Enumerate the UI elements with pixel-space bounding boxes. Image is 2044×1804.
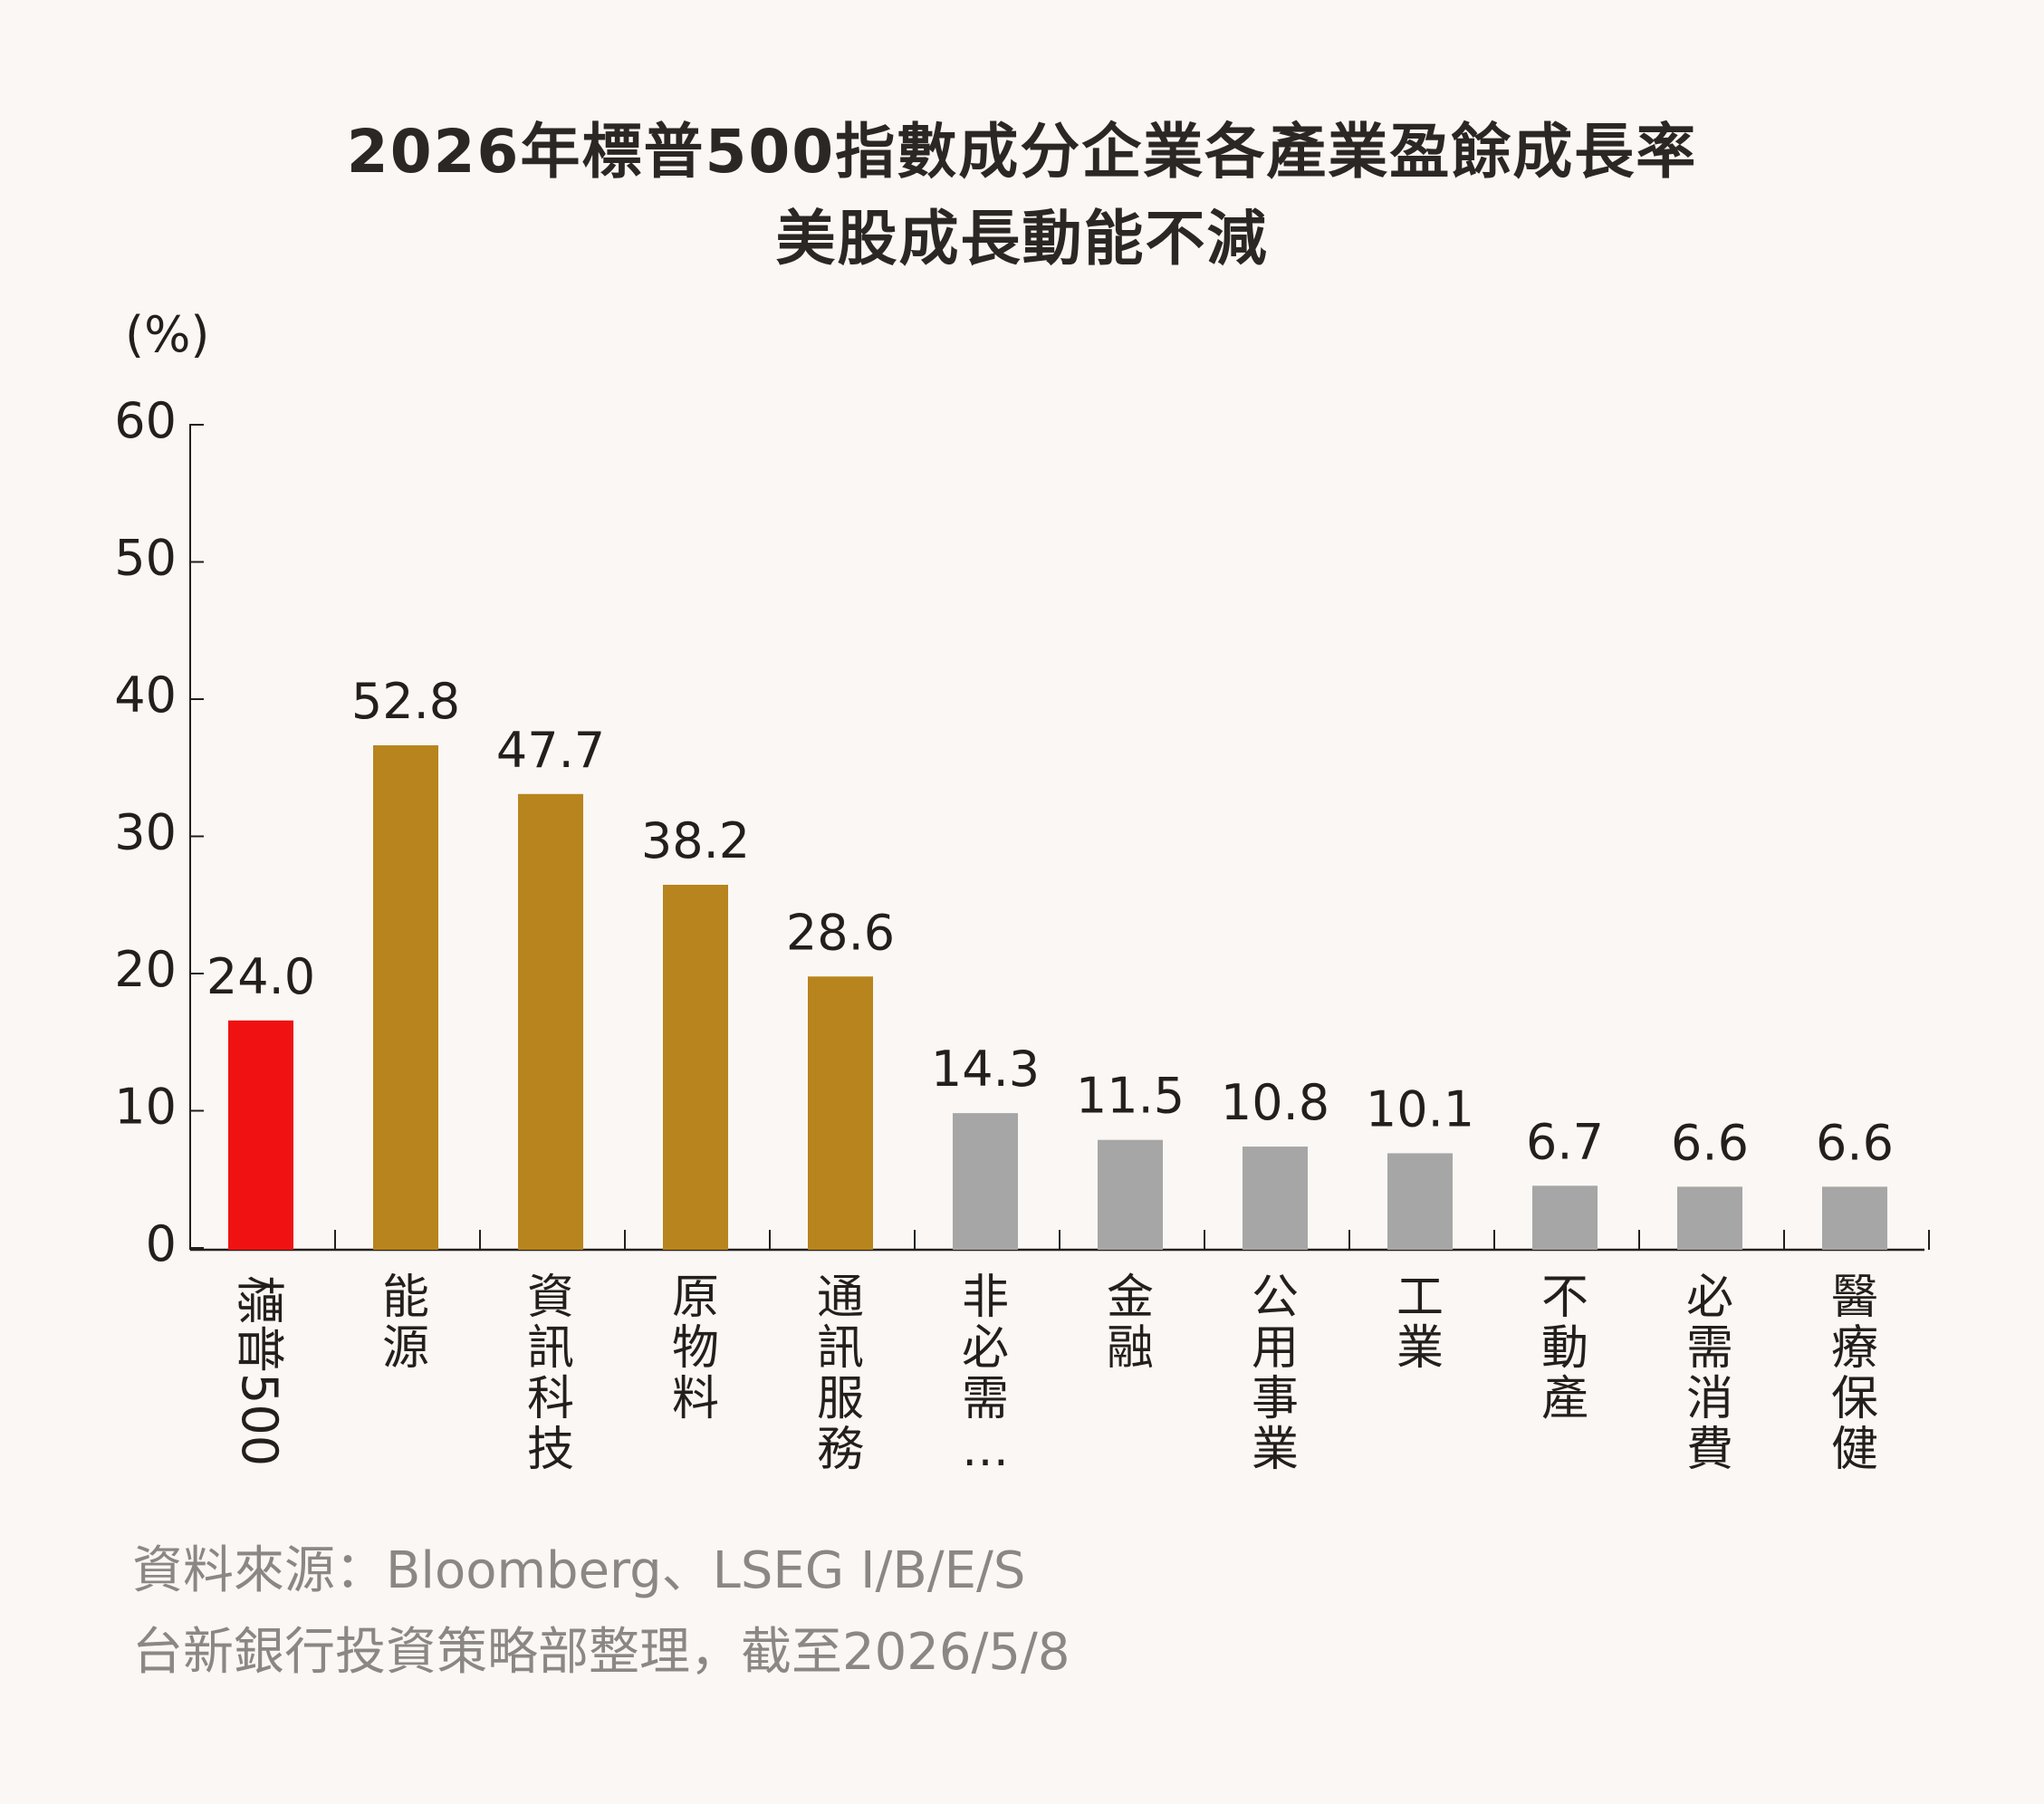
x-category-label: 能源 <box>382 1271 429 1376</box>
bar <box>1387 1153 1453 1250</box>
chart-title: 2026年標普500指數成分企業各產業盈餘成長率 <box>346 117 1698 187</box>
bar-value-label: 14.3 <box>931 1041 1040 1098</box>
x-category-label: 金融 <box>1107 1271 1154 1376</box>
bar-value-label: 10.1 <box>1366 1080 1474 1137</box>
bar-value-label: 6.6 <box>1816 1114 1894 1171</box>
source-line-2: 台新銀行投資策略部整理，截至2026/5/8 <box>132 1623 1070 1682</box>
bar <box>808 976 873 1250</box>
bar-value-label: 28.6 <box>786 904 895 961</box>
bar <box>518 793 583 1250</box>
x-category-label: 必需消費 <box>1686 1271 1733 1477</box>
bar <box>1822 1186 1887 1250</box>
bar <box>228 1020 293 1250</box>
bar-value-label: 10.8 <box>1221 1074 1329 1131</box>
chart-title-block: 2026年標普500指數成分企業各產業盈餘成長率 美股成長動能不減 <box>0 109 2044 283</box>
x-category-label: 原物料 <box>672 1271 719 1426</box>
bar <box>1243 1147 1308 1250</box>
x-category-label: 公用事業 <box>1252 1271 1299 1477</box>
bar <box>1098 1139 1163 1250</box>
y-tick-label: 0 <box>146 1215 177 1272</box>
y-tick-label: 30 <box>114 804 177 861</box>
bar-value-label: 6.6 <box>1671 1114 1749 1171</box>
y-tick-label: 60 <box>114 392 177 449</box>
chart-subtitle: 美股成長動能不減 <box>775 204 1269 273</box>
x-category-label: 標普500 <box>231 1275 288 1466</box>
y-axis-unit-label: (%) <box>125 306 209 363</box>
bar-value-label: 6.7 <box>1526 1113 1604 1170</box>
x-category-label: 醫療保健 <box>1831 1271 1878 1477</box>
x-category-label: 資訊科技 <box>527 1271 574 1477</box>
x-category-label: 非必需… <box>962 1271 1009 1477</box>
source-note: 資料來源：Bloomberg、LSEG I/B/E/S 台新銀行投資策略部整理，… <box>132 1531 1070 1694</box>
x-category-label: 工業 <box>1396 1271 1444 1376</box>
bar-value-label: 11.5 <box>1076 1068 1185 1125</box>
bar <box>1677 1186 1742 1250</box>
bar-value-label: 52.8 <box>351 673 460 730</box>
bar-value-label: 38.2 <box>641 812 750 869</box>
y-tick-label: 10 <box>114 1079 177 1136</box>
y-tick-label: 40 <box>114 667 177 724</box>
source-line-1: 資料來源：Bloomberg、LSEG I/B/E/S <box>132 1541 1026 1600</box>
x-category-label: 不動產 <box>1541 1271 1588 1426</box>
bar <box>373 744 438 1250</box>
bar-value-label: 24.0 <box>206 948 315 1005</box>
y-tick-label: 50 <box>114 530 177 587</box>
y-tick-label: 20 <box>114 941 177 998</box>
x-category-label: 通訊服務 <box>817 1271 864 1477</box>
bar-value-label: 47.7 <box>496 722 605 779</box>
bar <box>1532 1185 1598 1250</box>
bar <box>953 1113 1018 1250</box>
bar <box>663 884 728 1250</box>
